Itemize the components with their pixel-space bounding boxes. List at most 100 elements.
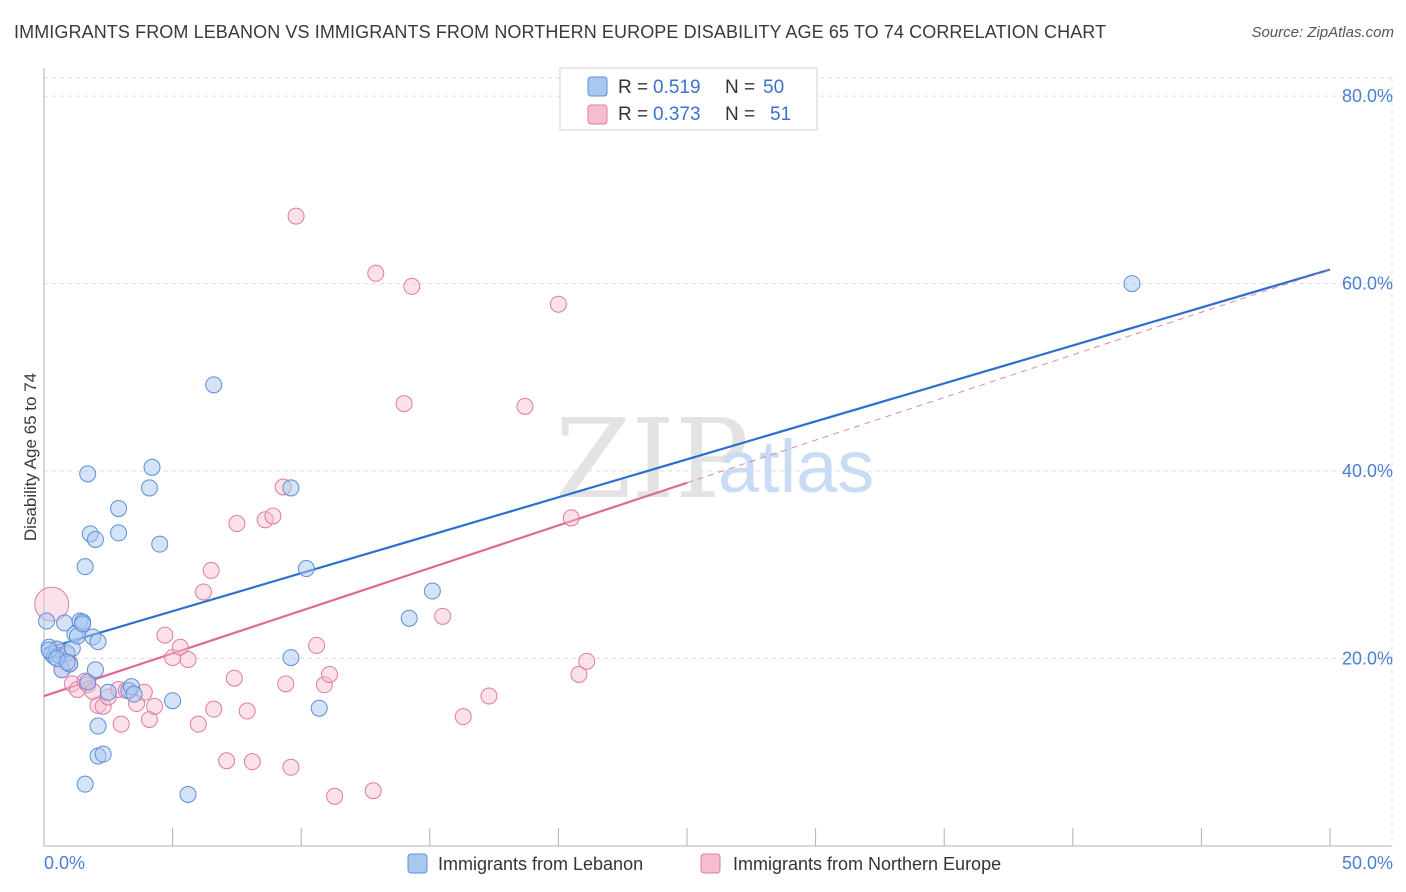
legend-r-value-blue: 0.519 <box>653 77 701 98</box>
point-lebanon-40 <box>282 649 300 667</box>
point-lebanon-23 <box>89 633 107 651</box>
bottom-legend-swatch-blue <box>407 853 428 874</box>
trend-line-northern-europe <box>43 481 688 698</box>
point-northern-europe-23 <box>179 650 197 668</box>
point-lebanon-49 <box>58 653 76 671</box>
point-northern-europe-40 <box>315 676 333 694</box>
point-lebanon-43 <box>400 609 418 627</box>
point-northern-europe-38 <box>287 207 305 225</box>
legend-r-value-pink: 0.373 <box>653 104 701 125</box>
point-northern-europe-50 <box>516 397 534 415</box>
point-lebanon-15 <box>76 558 94 576</box>
point-northern-europe-37 <box>282 758 300 776</box>
point-northern-europe-49 <box>480 687 498 705</box>
point-northern-europe-42 <box>326 787 344 805</box>
point-lebanon-35 <box>151 535 169 553</box>
point-northern-europe-34 <box>264 507 282 525</box>
point-lebanon-27 <box>99 683 117 701</box>
point-lebanon-28 <box>110 500 128 518</box>
legend-n-label-pink: N = <box>725 104 755 125</box>
x-tick-labels: 0.0% 50.0% <box>44 853 1393 873</box>
point-northern-europe-39 <box>308 636 326 654</box>
point-lebanon-41 <box>297 560 315 578</box>
point-northern-europe-33 <box>256 511 274 529</box>
bottom-legend-label-blue: Immigrants from Lebanon <box>438 854 643 874</box>
point-northern-europe-20 <box>156 626 174 644</box>
point-lebanon-39 <box>282 479 300 497</box>
trend-lines <box>43 268 1331 698</box>
legend-n-value-blue: 50 <box>763 77 784 98</box>
data-points <box>34 207 1141 805</box>
x-tick-label-0: 0.0% <box>44 853 85 873</box>
point-northern-europe-26 <box>202 561 220 579</box>
point-lebanon-16 <box>79 673 97 691</box>
point-lebanon-37 <box>179 785 197 803</box>
point-northern-europe-47 <box>434 607 452 625</box>
trend-line-northern-europe-extrapolated <box>686 269 1331 484</box>
point-lebanon-36 <box>164 692 182 710</box>
point-lebanon-17 <box>76 775 94 793</box>
point-lebanon-45 <box>1123 275 1141 293</box>
y-axis-title: Disability Age 65 to 74 <box>21 373 40 541</box>
legend-r-label-blue: R = <box>618 77 648 98</box>
trend-line-lebanon <box>43 268 1331 651</box>
point-lebanon-18 <box>79 465 97 483</box>
point-lebanon-38 <box>205 376 223 394</box>
point-northern-europe-48 <box>454 708 472 726</box>
point-northern-europe-14 <box>112 715 130 733</box>
point-lebanon-32 <box>125 685 143 703</box>
point-northern-europe-54 <box>578 652 596 670</box>
point-northern-europe-41 <box>320 665 338 683</box>
point-northern-europe-25 <box>194 583 212 601</box>
point-northern-europe-43 <box>364 782 382 800</box>
point-northern-europe-36 <box>277 675 295 693</box>
legend-n-label-blue: N = <box>725 77 755 98</box>
watermark-zip: ZIP <box>555 395 749 523</box>
point-lebanon-29 <box>110 524 128 542</box>
point-northern-europe-19 <box>146 697 164 715</box>
point-northern-europe-44 <box>367 264 385 282</box>
y-tick-labels: 20.0% 40.0% 60.0% 80.0% <box>1342 86 1393 668</box>
legend-swatch-pink <box>587 104 608 125</box>
point-northern-europe-22 <box>171 638 189 656</box>
bottom-legend-label-pink: Immigrants from Northern Europe <box>733 854 1001 874</box>
point-northern-europe-30 <box>228 515 246 533</box>
bottom-legend-swatch-pink <box>700 853 721 874</box>
point-lebanon-42 <box>310 699 328 717</box>
y-tick-label-1: 40.0% <box>1342 461 1393 481</box>
point-northern-europe-18 <box>140 710 158 728</box>
y-tick-label-2: 60.0% <box>1342 274 1393 294</box>
chart-title: IMMIGRANTS FROM LEBANON VS IMMIGRANTS FR… <box>14 22 1107 42</box>
point-lebanon-22 <box>86 530 104 548</box>
point-northern-europe-53 <box>570 665 588 683</box>
point-northern-europe-45 <box>395 395 413 413</box>
legend-n-value-pink: 51 <box>770 104 791 125</box>
axes <box>43 68 1392 847</box>
source-credit: Source: ZipAtlas.com <box>1251 24 1394 41</box>
point-northern-europe-31 <box>238 702 256 720</box>
point-northern-europe-27 <box>205 700 223 718</box>
point-lebanon-26 <box>94 745 112 763</box>
point-northern-europe-46 <box>403 277 421 295</box>
point-northern-europe-29 <box>225 669 243 687</box>
watermark: ZIP atlas <box>555 395 874 523</box>
y-tick-label-0: 20.0% <box>1342 649 1393 669</box>
legend-box: R = 0.519 N = 50 R = 0.373 N = 51 <box>559 67 818 131</box>
point-lebanon-0 <box>38 612 56 630</box>
point-lebanon-24 <box>89 717 107 735</box>
x-tick-label-1: 50.0% <box>1342 853 1393 873</box>
watermark-atlas: atlas <box>718 425 874 508</box>
point-northern-europe-28 <box>218 752 236 770</box>
point-northern-europe-51 <box>549 295 567 313</box>
y-tick-label-3: 80.0% <box>1342 86 1393 106</box>
bottom-legend: Immigrants from Lebanon Immigrants from … <box>407 853 1001 874</box>
point-northern-europe-32 <box>243 753 261 771</box>
legend-r-label-pink: R = <box>618 104 648 125</box>
point-northern-europe-52 <box>562 509 580 527</box>
point-lebanon-33 <box>140 479 158 497</box>
grid-lines <box>44 77 1393 846</box>
point-lebanon-21 <box>86 661 104 679</box>
point-lebanon-44 <box>423 582 441 600</box>
point-lebanon-34 <box>143 458 161 476</box>
